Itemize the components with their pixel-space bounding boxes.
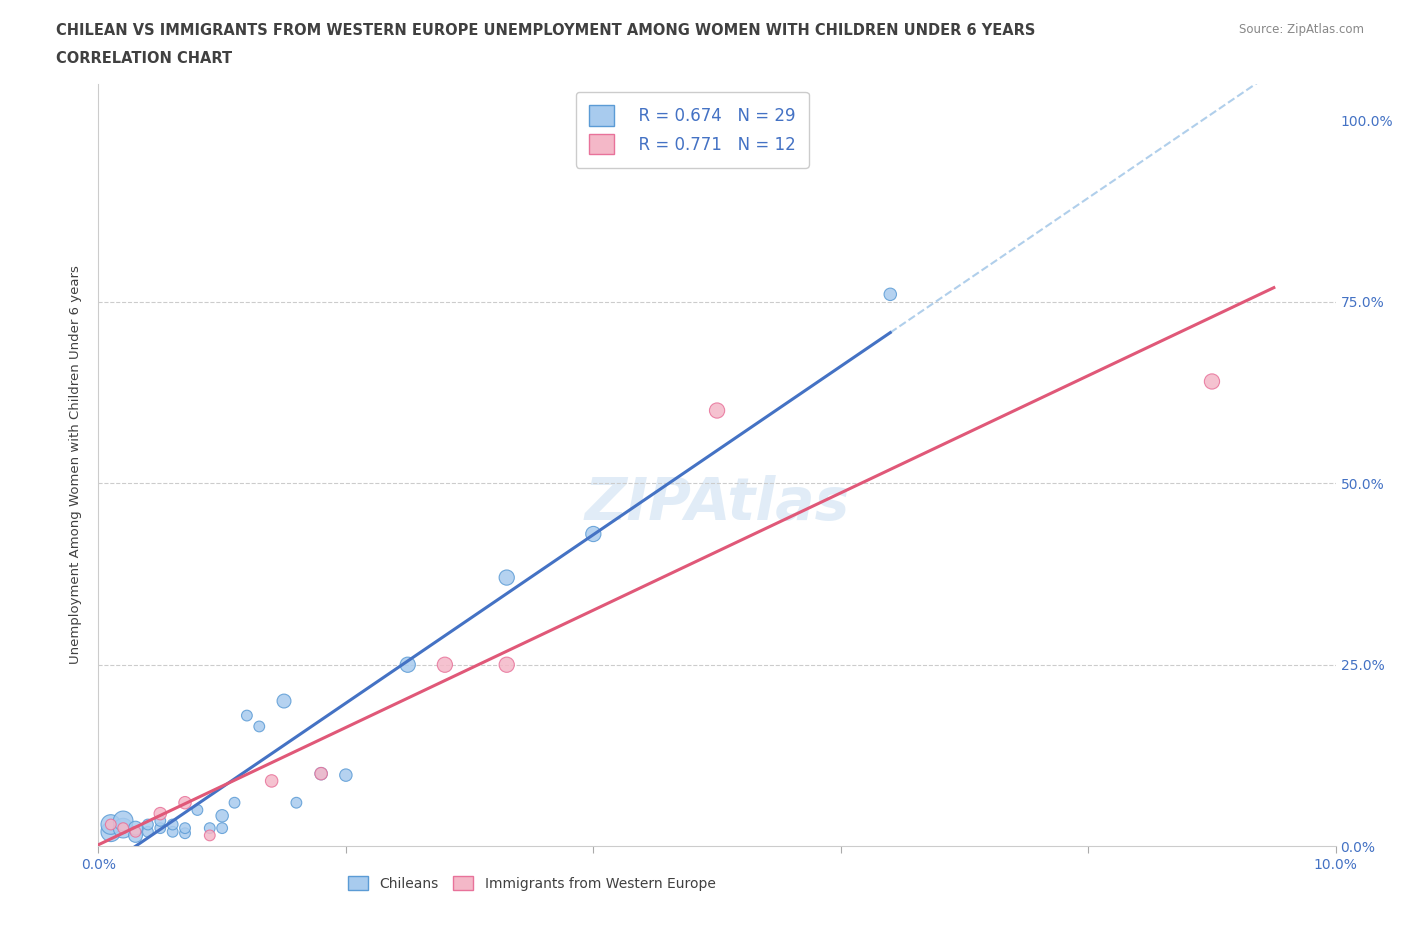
Point [162, 824, 184, 839]
Point [136, 824, 159, 839]
Text: Source: ZipAtlas.com: Source: ZipAtlas.com [1239, 23, 1364, 36]
Text: ZIPAtlas: ZIPAtlas [585, 474, 849, 532]
Point [309, 766, 332, 781]
Point [211, 808, 233, 823]
Point [309, 766, 332, 781]
Point [335, 767, 357, 782]
Point [236, 708, 259, 723]
Point [260, 774, 283, 789]
Point [198, 828, 221, 843]
Point [706, 403, 728, 418]
Point [285, 795, 308, 810]
Point [149, 820, 172, 835]
Point [136, 817, 159, 832]
Y-axis label: Unemployment Among Women with Children Under 6 years: Unemployment Among Women with Children U… [69, 266, 83, 664]
Point [186, 803, 208, 817]
Point [162, 817, 184, 832]
Point [495, 570, 517, 585]
Point [174, 826, 197, 841]
Legend: Chileans, Immigrants from Western Europe: Chileans, Immigrants from Western Europe [342, 870, 721, 897]
Point [273, 694, 295, 709]
Point [879, 286, 901, 301]
Point [174, 795, 197, 810]
Point [124, 824, 146, 839]
Point [224, 795, 246, 810]
Point [100, 817, 122, 832]
Point [149, 806, 172, 821]
Point [149, 814, 172, 829]
Point [433, 658, 456, 672]
Point [1201, 374, 1223, 389]
Point [211, 820, 233, 835]
Point [247, 719, 270, 734]
Point [112, 820, 135, 835]
Point [495, 658, 517, 672]
Point [100, 817, 122, 832]
Point [582, 526, 605, 541]
Point [124, 828, 146, 843]
Point [112, 820, 135, 835]
Point [174, 820, 197, 835]
Text: CORRELATION CHART: CORRELATION CHART [56, 51, 232, 66]
Point [112, 814, 135, 829]
Point [396, 658, 419, 672]
Text: CHILEAN VS IMMIGRANTS FROM WESTERN EUROPE UNEMPLOYMENT AMONG WOMEN WITH CHILDREN: CHILEAN VS IMMIGRANTS FROM WESTERN EUROP… [56, 23, 1036, 38]
Point [100, 824, 122, 839]
Point [124, 820, 146, 835]
Point [198, 820, 221, 835]
